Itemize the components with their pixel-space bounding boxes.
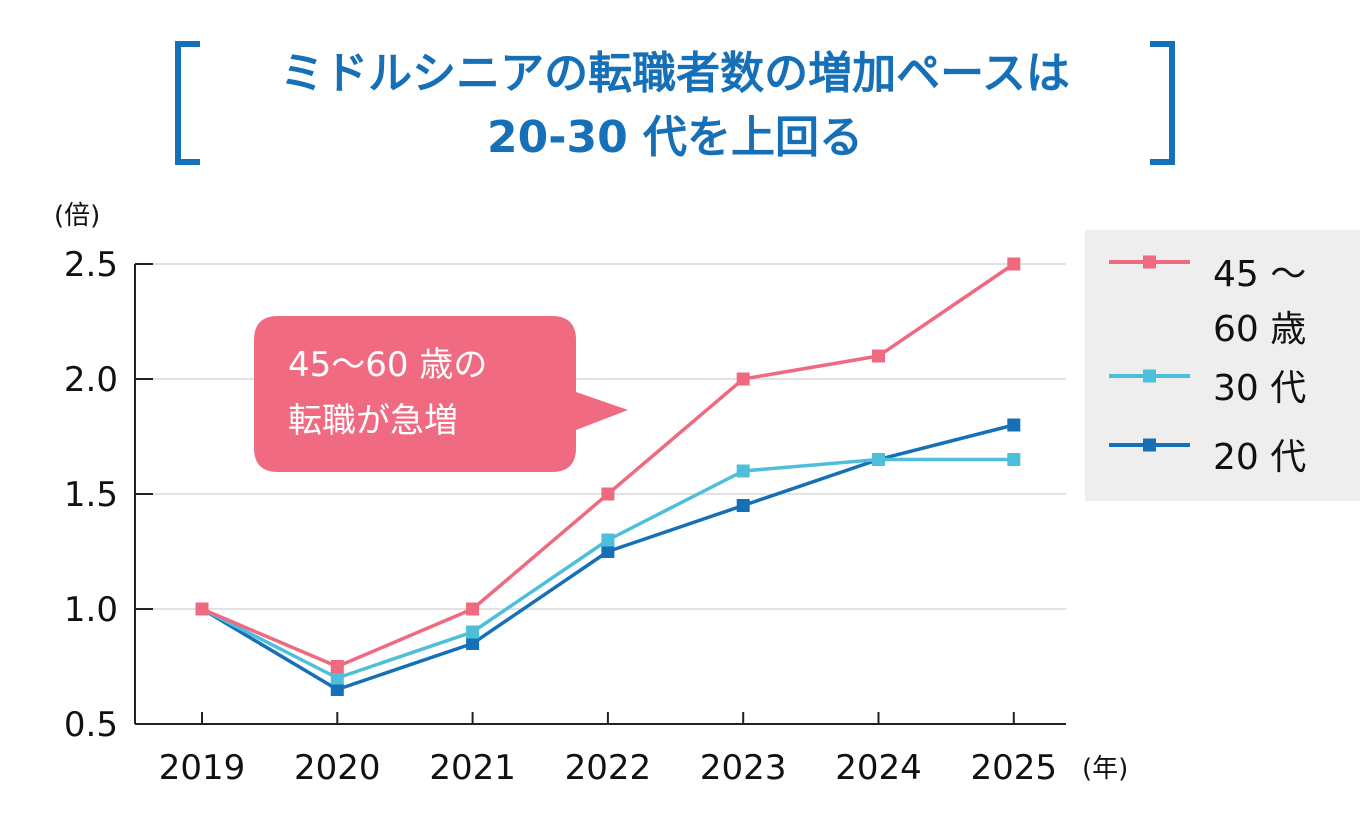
legend-label-s45: 45 ～ — [1213, 254, 1306, 295]
legend: 45 ～ 60 歳 30 代 20 代 — [1085, 230, 1360, 501]
y-axis-ticks: 0.5 1.0 1.5 2.0 2.5 — [64, 245, 153, 745]
legend-background — [1085, 230, 1360, 501]
series-s45 — [195, 257, 1021, 673]
y-tick-label: 2.0 — [64, 360, 118, 400]
data-point-s45 — [466, 602, 480, 616]
title-bracket-right — [1150, 41, 1175, 165]
x-tick-label: 2023 — [700, 748, 787, 788]
title-bracket-left — [175, 41, 200, 165]
y-tick-label: 1.0 — [64, 590, 118, 630]
annotation-callout: 45～60 歳の 転職が急増 — [254, 316, 628, 472]
series-s30 — [195, 453, 1021, 685]
data-point-s45 — [330, 660, 344, 673]
data-point-s20 — [601, 545, 615, 558]
x-tick-label: 2024 — [835, 748, 922, 788]
data-point-s20 — [330, 683, 344, 696]
legend-marker-s20 — [1143, 438, 1156, 452]
x-tick-label: 2025 — [971, 748, 1058, 788]
y-tick-label: 0.5 — [64, 705, 118, 745]
legend-label-s45: 60 歳 — [1213, 309, 1306, 350]
legend-label-s30: 30 代 — [1213, 368, 1306, 409]
x-tick-label: 2019 — [159, 748, 246, 788]
data-point-s45 — [601, 487, 615, 501]
chart-title-line-2: 20-30 代を上回る — [487, 112, 863, 163]
data-point-s30 — [466, 625, 480, 639]
data-point-s20 — [466, 637, 480, 650]
x-axis-unit: (年) — [1082, 754, 1128, 784]
legend-marker-s45 — [1143, 255, 1156, 269]
data-point-s30 — [1007, 453, 1021, 466]
annotation-bubble — [254, 316, 628, 472]
annotation-line-2: 転職が急増 — [288, 401, 458, 441]
x-axis-ticks: 2019 2020 2021 2022 2023 2024 2025 — [159, 712, 1057, 788]
chart-title-line-1: ミドルシニアの転職者数の増加ペースは — [280, 48, 1070, 99]
data-point-s20 — [736, 499, 750, 512]
data-point-s30 — [330, 671, 344, 685]
y-tick-label: 1.5 — [64, 475, 118, 515]
data-point-s45 — [872, 349, 885, 363]
y-axis-unit: (倍) — [54, 201, 100, 231]
data-point-s30 — [736, 464, 750, 478]
y-tick-label: 2.5 — [64, 245, 118, 285]
data-point-s45 — [736, 372, 750, 386]
x-tick-label: 2020 — [294, 748, 381, 788]
data-point-s30 — [601, 533, 615, 547]
data-point-s30 — [872, 453, 885, 466]
data-point-s45 — [195, 602, 209, 616]
legend-marker-s30 — [1143, 369, 1156, 383]
x-tick-label: 2022 — [565, 748, 652, 788]
data-point-s45 — [1007, 257, 1021, 271]
data-point-s20 — [1007, 418, 1021, 432]
series-layer — [195, 257, 1021, 696]
annotation-line-1: 45～60 歳の — [288, 345, 487, 385]
legend-label-s20: 20 代 — [1213, 437, 1306, 478]
x-tick-label: 2021 — [429, 748, 516, 788]
